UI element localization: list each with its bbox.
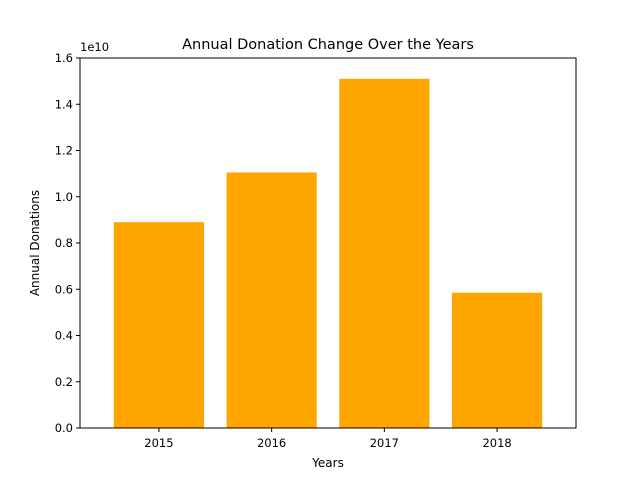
x-tick-label: 2017 [370, 436, 399, 450]
bar-2016 [226, 172, 317, 428]
y-tick-label: 0.4 [55, 329, 73, 343]
x-ticks-group: 2015 2016 2017 2018 [144, 428, 512, 450]
y-tick-label: 0.0 [55, 421, 73, 435]
y-ticks-group: 0.0 0.2 0.4 0.6 0.8 1.0 1.2 1.4 1.6 [55, 51, 80, 435]
plot-area-frame [79, 57, 577, 429]
chart-title: Annual Donation Change Over the Years [182, 37, 474, 53]
x-tick-label: 2018 [482, 436, 511, 450]
bar-2015 [113, 222, 204, 428]
bar-2017 [339, 78, 430, 428]
y-axis-label: Annual Donations [28, 190, 42, 296]
x-tick-label: 2015 [144, 436, 173, 450]
y-tick-label: 0.6 [55, 282, 73, 296]
bar-2018 [452, 292, 543, 428]
y-tick-label: 0.2 [55, 375, 73, 389]
x-tick-label: 2016 [257, 436, 286, 450]
y-axis-scale-label: 1e10 [80, 40, 109, 54]
y-tick-label: 1.0 [55, 190, 73, 204]
y-tick-label: 1.6 [55, 51, 73, 65]
y-tick-label: 1.4 [55, 97, 73, 111]
y-tick-label: 0.8 [55, 236, 73, 250]
bars-group [113, 78, 543, 428]
x-axis-label: Years [311, 456, 344, 470]
y-tick-label: 1.2 [55, 144, 73, 158]
